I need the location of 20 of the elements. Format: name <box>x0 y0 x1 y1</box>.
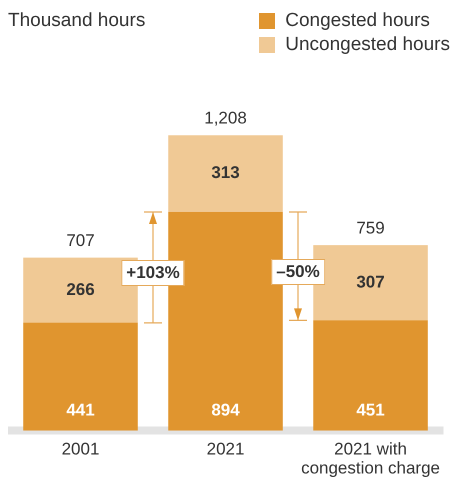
x-tick-label: 2021 <box>206 440 244 459</box>
bar <box>23 322 138 431</box>
total-label: 707 <box>66 230 95 250</box>
data-label: 441 <box>66 400 95 420</box>
data-label: 266 <box>66 280 95 299</box>
annotation: +103% <box>121 260 185 286</box>
data-label: 313 <box>211 163 240 182</box>
annotation: –50% <box>271 259 325 286</box>
text: Thousand hours <box>8 10 146 32</box>
data-label: 451 <box>356 400 385 420</box>
data-label: 894 <box>211 400 240 420</box>
x-tick-label: 2021 with congestion charge <box>301 440 440 478</box>
bar <box>168 135 283 212</box>
legend-label: Uncongested hours <box>285 34 450 56</box>
data-label: 307 <box>356 272 385 292</box>
total-label: 1,208 <box>204 108 247 128</box>
x-tick-label: 2001 <box>62 440 100 459</box>
total-label: 759 <box>356 218 385 238</box>
bar <box>313 320 428 431</box>
legend-label: Congested hours <box>285 10 430 32</box>
